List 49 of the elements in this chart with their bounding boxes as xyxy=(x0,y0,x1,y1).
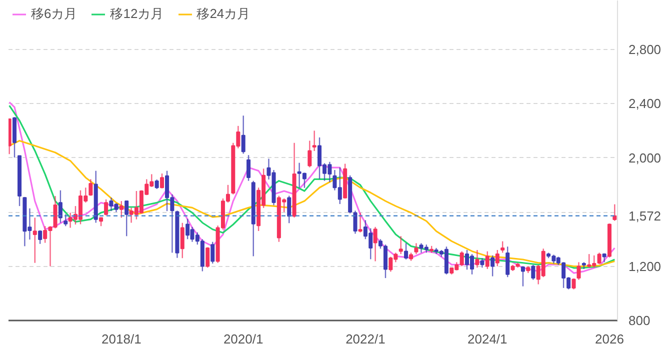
x-tick-label: 2022/1 xyxy=(346,332,386,346)
x-tick-label: 2020/1 xyxy=(223,332,264,346)
candlestick xyxy=(210,241,215,264)
y-tick-label: 2,400 xyxy=(628,96,662,112)
candlestick xyxy=(404,242,408,260)
candlestick xyxy=(287,195,292,224)
x-tick-label: 2018/1 xyxy=(102,332,142,346)
candlestick xyxy=(88,178,93,196)
candlestick xyxy=(485,250,490,270)
candlestick xyxy=(373,226,378,262)
legend-label: 移12カ月 xyxy=(110,5,164,23)
candlestick xyxy=(398,236,403,255)
legend-label: 移24カ月 xyxy=(196,5,250,23)
candlestick xyxy=(531,264,536,280)
candlestick xyxy=(160,172,164,189)
candlestick xyxy=(500,240,505,254)
candlestick xyxy=(58,190,62,224)
candlestick xyxy=(154,178,159,190)
candlestick xyxy=(506,246,510,278)
candlestick xyxy=(38,230,42,244)
candlestick xyxy=(414,242,418,255)
y-tick-label: 2,800 xyxy=(628,42,662,57)
candlestick xyxy=(180,222,184,259)
candlestick xyxy=(576,262,581,280)
candlestick xyxy=(572,278,576,290)
legend-label: 移6カ月 xyxy=(31,5,78,23)
candlestick xyxy=(490,254,495,277)
candlestick xyxy=(119,200,124,218)
candlestick xyxy=(241,115,246,154)
candlestick xyxy=(206,246,210,268)
candlestick xyxy=(520,266,525,287)
candlestick xyxy=(186,218,190,240)
x-tick-label: 2026 xyxy=(595,332,624,346)
y-tick-label: 800 xyxy=(628,313,650,328)
candlestick xyxy=(308,140,312,168)
candlestick xyxy=(64,214,68,227)
x-tick-label: 2024/1 xyxy=(468,332,508,346)
ref-line-label: 1,572 xyxy=(628,208,662,224)
candlestick xyxy=(32,217,37,264)
candlestick xyxy=(495,249,500,267)
y-tick-label: 2,000 xyxy=(628,150,662,166)
y-tick-label: 1,200 xyxy=(628,258,662,274)
candlestick xyxy=(312,130,316,152)
candlestick xyxy=(358,212,362,233)
candlestick xyxy=(475,249,480,268)
candlestick xyxy=(246,154,251,182)
candlestick xyxy=(104,198,108,216)
candlestick xyxy=(124,200,129,237)
candlestick xyxy=(480,258,484,268)
